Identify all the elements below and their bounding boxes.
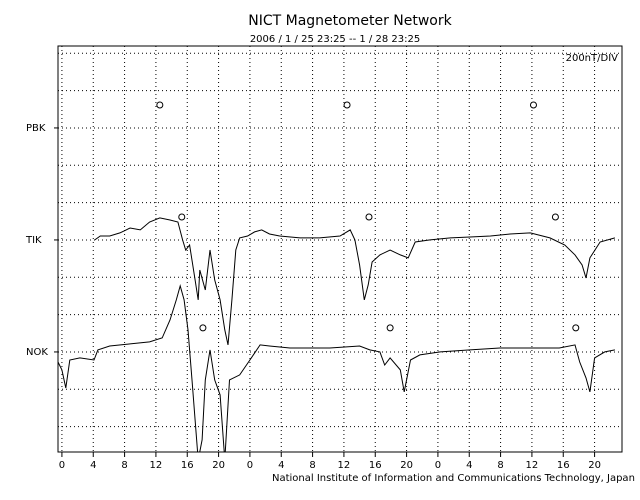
- y-tick-label: PBK: [26, 123, 46, 134]
- y-tick-label: NOK: [26, 347, 48, 358]
- x-tick-label: 8: [309, 460, 315, 471]
- x-tick-label: 16: [369, 460, 382, 471]
- x-tick-label: 20: [400, 460, 413, 471]
- marker: [178, 213, 186, 221]
- x-tick-label: 4: [90, 460, 96, 471]
- x-tick-label: 12: [338, 460, 351, 471]
- x-tick-label: 0: [435, 460, 441, 471]
- marker: [343, 101, 351, 109]
- x-tick-label: 0: [59, 460, 65, 471]
- x-tick-label: 16: [557, 460, 570, 471]
- marker: [529, 101, 537, 109]
- x-tick-label: 8: [497, 460, 503, 471]
- x-tick-label: 4: [278, 460, 284, 471]
- marker: [365, 213, 373, 221]
- x-tick-label: 20: [588, 460, 601, 471]
- x-tick-label: 16: [181, 460, 194, 471]
- x-tick-label: 8: [121, 460, 127, 471]
- x-tick-label: 4: [466, 460, 472, 471]
- plot-area: [58, 101, 616, 452]
- marker: [156, 101, 164, 109]
- footer: National Institute of Information and Co…: [272, 473, 635, 484]
- marker: [199, 324, 207, 332]
- trace: [94, 217, 616, 346]
- marker: [551, 213, 559, 221]
- x-tick-label: 0: [247, 460, 253, 471]
- scale-label: 200nT/DIV: [566, 53, 619, 64]
- plot-frame: [57, 45, 623, 453]
- marker: [572, 324, 580, 332]
- x-tick-label: 20: [212, 460, 225, 471]
- chart-subtitle: 2006 / 1 / 25 23:25 -- 1 / 28 23:25: [250, 34, 420, 45]
- marker: [386, 324, 394, 332]
- chart-title: NICT Magnetometer Network: [248, 13, 452, 29]
- trace: [58, 284, 615, 452]
- x-tick-label: 12: [150, 460, 163, 471]
- y-tick-label: TIK: [25, 235, 42, 246]
- x-tick-label: 12: [526, 460, 539, 471]
